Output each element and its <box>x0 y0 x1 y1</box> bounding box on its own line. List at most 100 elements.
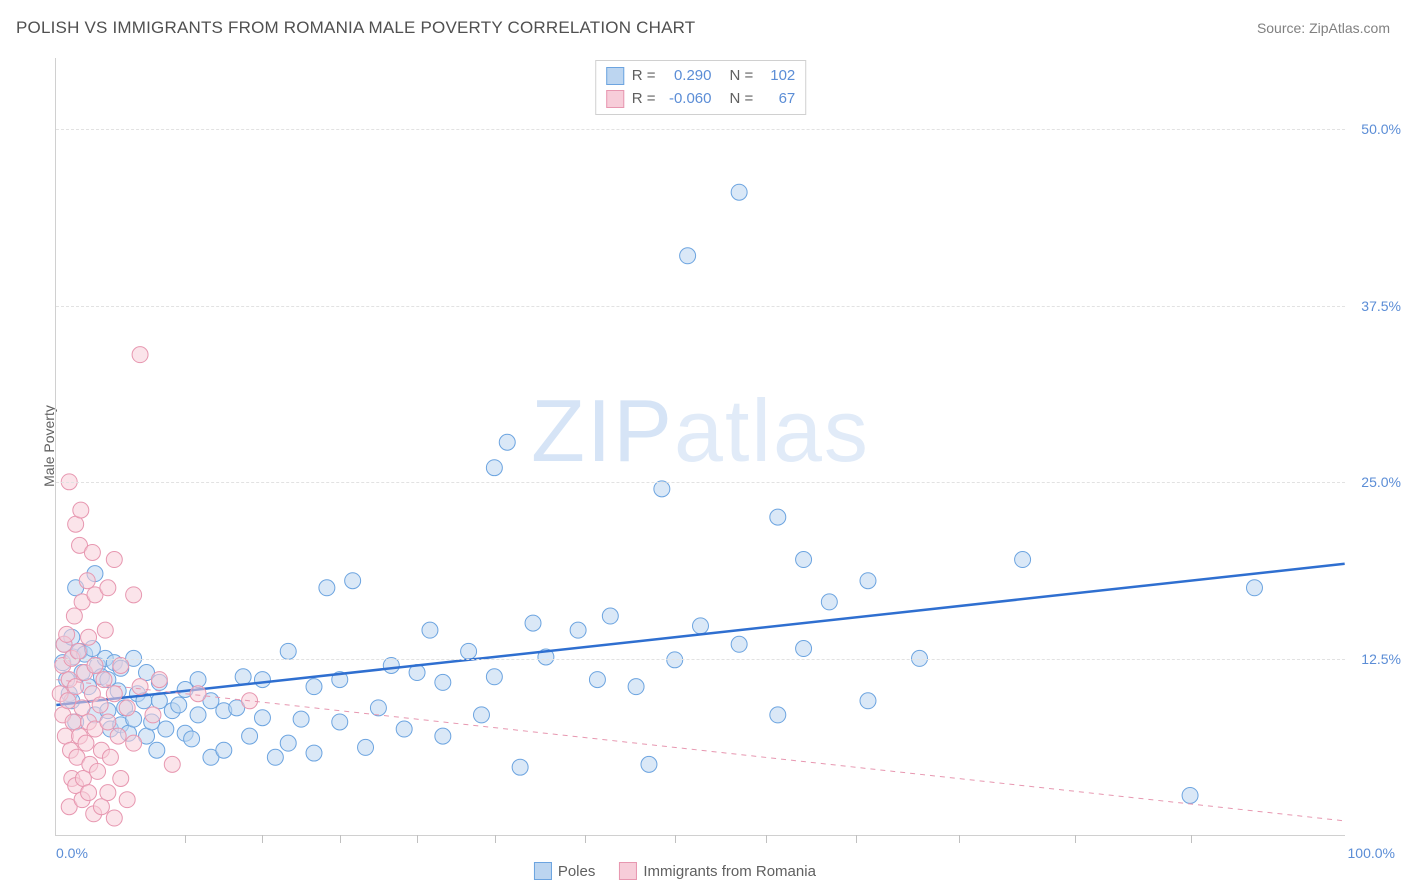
scatter-point-poles <box>435 728 451 744</box>
scatter-point-romania <box>64 771 80 787</box>
xtick <box>675 835 676 843</box>
scatter-point-romania <box>113 771 129 787</box>
scatter-point-romania <box>60 693 76 709</box>
scatter-point-poles <box>306 745 322 761</box>
xtick <box>340 835 341 843</box>
ytick-label: 12.5% <box>1351 651 1401 667</box>
xtick <box>185 835 186 843</box>
xtick <box>766 835 767 843</box>
scatter-point-poles <box>151 693 167 709</box>
scatter-point-romania <box>82 756 98 772</box>
scatter-point-poles <box>55 655 71 671</box>
scatter-point-romania <box>79 573 95 589</box>
scatter-point-poles <box>164 703 180 719</box>
scatter-point-poles <box>821 594 837 610</box>
watermark-bold: ZIP <box>531 381 674 480</box>
scatter-point-romania <box>96 672 112 688</box>
legend-item: Immigrants from Romania <box>619 862 816 880</box>
scatter-point-romania <box>77 665 93 681</box>
xtick <box>1075 835 1076 843</box>
scatter-point-romania <box>70 643 86 659</box>
scatter-point-poles <box>177 681 193 697</box>
scatter-point-poles <box>117 700 133 716</box>
xtick <box>262 835 263 843</box>
scatter-point-poles <box>525 615 541 631</box>
trend-line-romania <box>56 680 1344 821</box>
scatter-point-poles <box>461 643 477 659</box>
scatter-point-romania <box>63 742 79 758</box>
n-label: N = <box>730 88 754 111</box>
scatter-point-poles <box>81 679 97 695</box>
scatter-point-romania <box>68 679 84 695</box>
scatter-point-poles <box>332 714 348 730</box>
scatter-point-romania <box>102 749 118 765</box>
scatter-point-romania <box>87 587 103 603</box>
scatter-point-poles <box>796 641 812 657</box>
legend-swatch <box>606 90 624 108</box>
scatter-point-poles <box>435 674 451 690</box>
scatter-point-romania <box>65 714 81 730</box>
scatter-point-romania <box>72 537 88 553</box>
scatter-point-poles <box>370 700 386 716</box>
watermark: ZIPatlas <box>531 380 870 482</box>
scatter-point-romania <box>106 552 122 568</box>
scatter-point-poles <box>126 711 142 727</box>
scatter-svg <box>56 58 1345 835</box>
scatter-point-romania <box>75 771 91 787</box>
scatter-point-poles <box>731 636 747 652</box>
scatter-point-romania <box>151 672 167 688</box>
ytick-label: 50.0% <box>1351 121 1401 137</box>
scatter-point-romania <box>100 714 116 730</box>
r-label: R = <box>632 65 656 88</box>
scatter-point-poles <box>538 649 554 665</box>
scatter-point-poles <box>589 672 605 688</box>
scatter-point-romania <box>74 792 90 808</box>
scatter-point-poles <box>229 700 245 716</box>
scatter-point-poles <box>628 679 644 695</box>
scatter-point-poles <box>151 674 167 690</box>
chart-header: POLISH VS IMMIGRANTS FROM ROMANIA MALE P… <box>16 18 1390 38</box>
scatter-point-poles <box>113 660 129 676</box>
scatter-point-poles <box>1015 552 1031 568</box>
scatter-point-romania <box>90 763 106 779</box>
scatter-point-poles <box>1246 580 1262 596</box>
scatter-point-poles <box>731 184 747 200</box>
scatter-point-poles <box>254 710 270 726</box>
scatter-point-romania <box>119 792 135 808</box>
scatter-point-poles <box>293 711 309 727</box>
scatter-point-poles <box>130 686 146 702</box>
scatter-point-romania <box>59 626 75 642</box>
scatter-point-poles <box>422 622 438 638</box>
scatter-point-poles <box>203 693 219 709</box>
scatter-point-romania <box>56 636 72 652</box>
scatter-point-poles <box>87 566 103 582</box>
correlation-box: R =0.290N =102R =-0.060N =67 <box>595 60 807 115</box>
scatter-point-romania <box>81 714 97 730</box>
r-value: -0.060 <box>664 88 712 111</box>
scatter-point-poles <box>860 573 876 589</box>
scatter-point-poles <box>171 697 187 713</box>
scatter-point-poles <box>87 707 103 723</box>
trend-line-poles <box>56 564 1344 705</box>
scatter-point-romania <box>69 749 85 765</box>
scatter-point-poles <box>319 580 335 596</box>
scatter-point-romania <box>68 778 84 794</box>
n-label: N = <box>730 65 754 88</box>
scatter-point-poles <box>512 759 528 775</box>
scatter-point-poles <box>280 735 296 751</box>
scatter-point-poles <box>409 665 425 681</box>
scatter-point-poles <box>796 552 812 568</box>
scatter-point-poles <box>473 707 489 723</box>
scatter-point-poles <box>332 672 348 688</box>
scatter-point-romania <box>110 728 126 744</box>
scatter-point-romania <box>86 806 102 822</box>
r-label: R = <box>632 88 656 111</box>
scatter-point-romania <box>68 516 84 532</box>
xtick <box>856 835 857 843</box>
correlation-row: R =-0.060N =67 <box>606 88 796 111</box>
scatter-point-poles <box>59 672 75 688</box>
scatter-point-romania <box>92 697 108 713</box>
scatter-point-romania <box>100 785 116 801</box>
scatter-point-romania <box>81 629 97 645</box>
scatter-point-romania <box>164 756 180 772</box>
